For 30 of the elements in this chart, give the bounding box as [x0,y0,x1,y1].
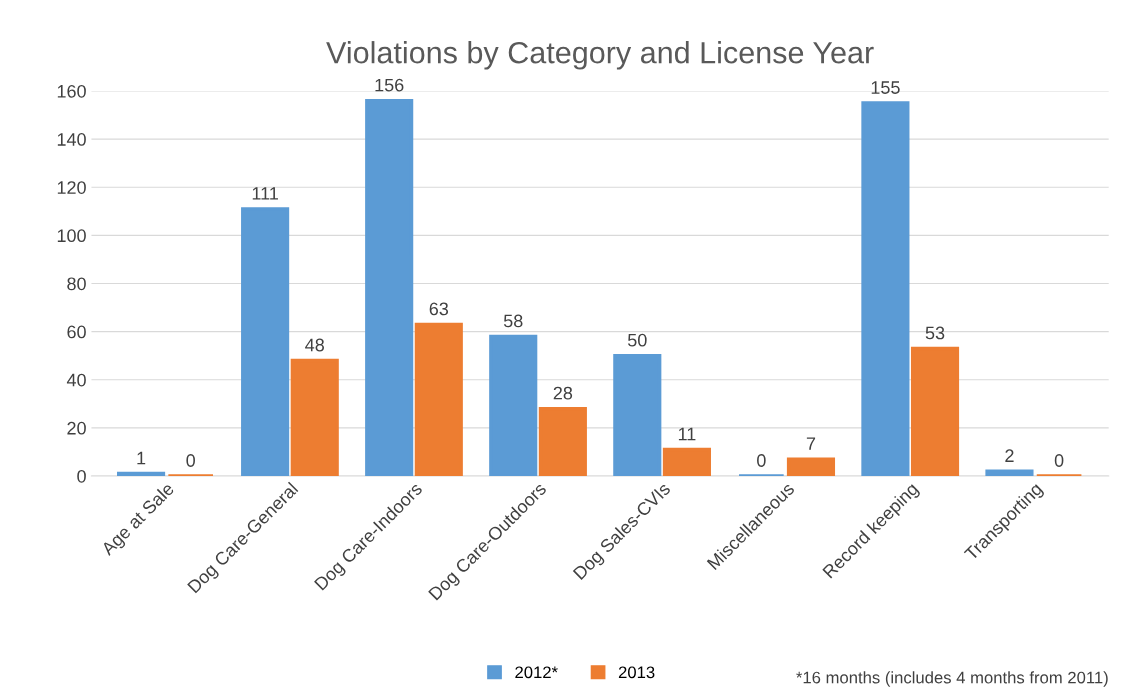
data-label: 48 [305,338,324,352]
data-label: 156 [375,78,404,92]
data-label: 53 [925,326,945,340]
y-tick-label: 120 [57,181,86,194]
text: *16 months (includes 4 months from 2011) [796,671,1108,687]
y-tick-label: 100 [57,229,86,243]
y-tick-label: 20 [67,421,86,435]
y-tick-label: 160 [57,84,86,98]
y-tick-label: 0 [77,469,86,483]
data-label: 155 [871,81,900,94]
data-label: 28 [553,386,573,400]
data-label: 7 [806,437,816,450]
y-tick-label: 140 [57,133,86,146]
x-tick-label: Age at Sale [99,481,178,559]
data-label: 63 [429,302,449,316]
legend-label: 2013 [618,666,655,679]
data-label: 0 [757,454,766,467]
chart-title: Violations by Category and License Year [326,41,874,70]
y-tick-label: 60 [67,325,86,339]
data-label: 58 [503,314,523,328]
data-label: 11 [678,427,696,441]
data-label: 111 [252,187,278,200]
data-label: 1 [137,451,146,465]
data-label: 50 [627,333,647,347]
data-label: 0 [186,454,195,467]
data-label: 0 [1054,454,1064,467]
y-tick-label: 40 [66,373,86,387]
data-label: 2 [1005,449,1014,462]
y-tick-label: 80 [67,277,86,291]
legend-label: 2012* [515,666,558,679]
